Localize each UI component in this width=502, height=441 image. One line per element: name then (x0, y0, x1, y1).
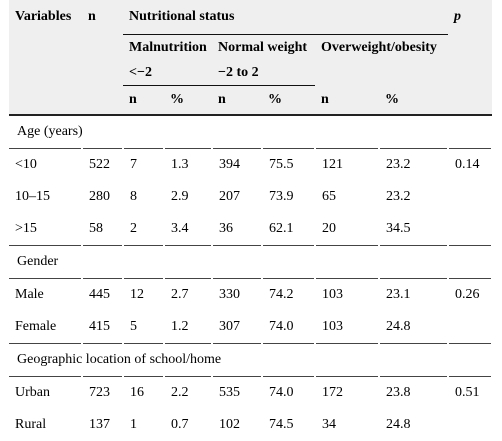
malnutrition-pct: 3.4 (164, 213, 213, 246)
normal-n: 36 (212, 213, 263, 246)
malnutrition-pct: 2.2 (164, 376, 213, 409)
row-label: Female (9, 311, 83, 344)
header-malnutrition: Malnutrition (123, 34, 212, 60)
overweight-n: 172 (315, 376, 380, 409)
row-n: 415 (82, 311, 124, 344)
table-row: >15 58 2 3.4 36 62.1 20 34.5 (9, 213, 494, 246)
row-label: <10 (9, 148, 83, 181)
header-sub-n: n (123, 85, 164, 116)
overweight-pct: 23.2 (379, 148, 450, 181)
header-variables: Variables (9, 0, 82, 35)
table-header: Variables n Nutritional status p Malnutr… (9, 0, 493, 116)
overweight-pct: 34.5 (379, 213, 450, 246)
header-sub-pct: % (262, 85, 315, 116)
p-value: 0.14 (448, 148, 494, 181)
malnutrition-n: 16 (123, 376, 165, 409)
normal-pct: 74.0 (262, 311, 316, 344)
table-body: Age (years) <10 522 7 1.3 394 75.5 121 23.2 0.14 1… (9, 115, 494, 441)
header-sub-n: n (212, 85, 262, 116)
overweight-pct: 23.8 (379, 376, 450, 409)
section-header-row: Gender (9, 245, 493, 279)
table-row: Rural 137 1 0.7 102 74.5 34 24.8 (9, 409, 494, 441)
malnutrition-n: 8 (123, 181, 165, 213)
normal-n: 330 (212, 278, 263, 311)
table-row: Urban 723 16 2.2 535 74.0 172 23.8 0.51 (9, 376, 494, 409)
p-value: 0.26 (448, 278, 494, 311)
row-label: Rural (9, 409, 83, 441)
normal-pct: 75.5 (262, 148, 316, 181)
normal-n: 394 (212, 148, 263, 181)
header-sub-n: n (315, 85, 379, 116)
table-row: 10–15 280 8 2.9 207 73.9 65 23.2 (9, 181, 494, 213)
header-sub-pct: % (164, 85, 212, 116)
overweight-pct: 23.2 (379, 181, 450, 213)
malnutrition-pct: 1.3 (164, 148, 213, 181)
malnutrition-n: 7 (123, 148, 165, 181)
malnutrition-pct: 1.2 (164, 311, 213, 344)
header-normal-weight: Normal weight (212, 34, 315, 60)
malnutrition-pct: 0.7 (164, 409, 213, 441)
table-row: Male 445 12 2.7 330 74.2 103 23.1 0.26 (9, 278, 494, 311)
row-label: >15 (9, 213, 83, 246)
p-value: 0.51 (448, 376, 494, 409)
overweight-pct: 24.8 (379, 311, 450, 344)
section-header-row: Geographic location of school/home (9, 343, 493, 377)
row-label: Male (9, 278, 83, 311)
section-header-row: Age (years) (9, 115, 492, 149)
row-n: 280 (82, 181, 124, 213)
header-normal-range: −2 to 2 (212, 60, 315, 86)
p-value (448, 311, 494, 344)
section-title: Geographic location of school/home (9, 343, 493, 377)
row-n: 58 (82, 213, 124, 246)
p-value (448, 409, 494, 441)
overweight-n: 103 (315, 278, 380, 311)
overweight-pct: 24.8 (379, 409, 450, 441)
normal-pct: 74.2 (262, 278, 316, 311)
normal-pct: 74.0 (262, 376, 316, 409)
malnutrition-n: 12 (123, 278, 165, 311)
normal-n: 535 (212, 376, 263, 409)
normal-pct: 73.9 (262, 181, 316, 213)
nutrition-table: Variables n Nutritional status p Malnutr… (9, 0, 494, 441)
header-p: p (448, 0, 493, 35)
p-value (448, 181, 494, 213)
header-sub-pct: % (379, 85, 449, 116)
malnutrition-n: 1 (123, 409, 165, 441)
overweight-n: 65 (315, 181, 380, 213)
normal-pct: 74.5 (262, 409, 316, 441)
table-row: Female 415 5 1.2 307 74.0 103 24.8 (9, 311, 494, 344)
malnutrition-pct: 2.9 (164, 181, 213, 213)
overweight-pct: 23.1 (379, 278, 450, 311)
p-value (448, 213, 494, 246)
row-label: 10–15 (9, 181, 83, 213)
table-row: <10 522 7 1.3 394 75.5 121 23.2 0.14 (9, 148, 494, 181)
header-overweight: Overweight/obesity (315, 34, 449, 60)
overweight-n: 103 (315, 311, 380, 344)
row-label: Urban (9, 376, 83, 409)
overweight-n: 34 (315, 409, 380, 441)
row-n: 723 (82, 376, 124, 409)
header-nutritional-status: Nutritional status (123, 0, 449, 35)
malnutrition-pct: 2.7 (164, 278, 213, 311)
row-n: 522 (82, 148, 124, 181)
normal-n: 102 (212, 409, 263, 441)
malnutrition-n: 5 (123, 311, 165, 344)
normal-n: 307 (212, 311, 263, 344)
header-n: n (82, 0, 123, 35)
normal-n: 207 (212, 181, 263, 213)
header-malnutrition-range: <−2 (123, 60, 212, 86)
row-n: 445 (82, 278, 124, 311)
section-title: Age (years) (17, 124, 83, 139)
overweight-n: 20 (315, 213, 380, 246)
row-n: 137 (82, 409, 124, 441)
normal-pct: 62.1 (262, 213, 316, 246)
malnutrition-n: 2 (123, 213, 165, 246)
section-title: Gender (9, 245, 493, 279)
overweight-n: 121 (315, 148, 380, 181)
